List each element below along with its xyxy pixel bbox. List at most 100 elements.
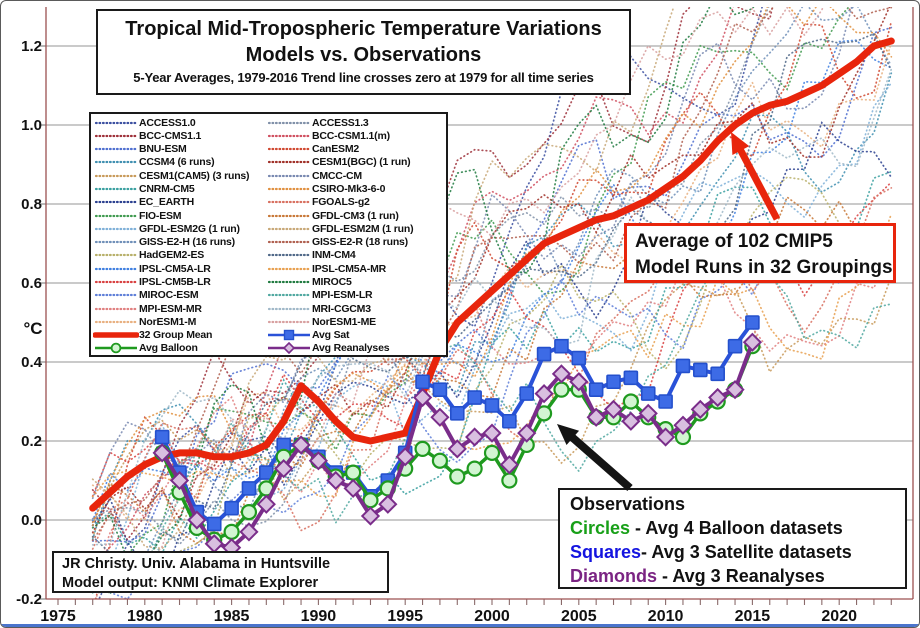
reanalyses-diamond-marker <box>586 407 606 427</box>
credit-line2: Model output: KNMI Climate Explorer <box>62 574 319 591</box>
sat-square-marker <box>449 406 465 421</box>
legend-row: IPSL-CM5B-LR <box>93 275 266 288</box>
legend-dotted-swatch <box>267 294 311 297</box>
y-axis-title: °C <box>23 319 42 338</box>
balloon-circle-marker <box>414 440 431 457</box>
sat-square-marker <box>710 366 725 382</box>
observations-item-balloon: Circles - Avg 4 Balloon datasets <box>570 516 895 540</box>
balloon-circle-marker <box>483 444 501 461</box>
legend-dotted-swatch <box>267 134 311 138</box>
reanalyses-diamond-marker <box>239 522 259 542</box>
legend-row: GISS-E2-H (16 runs) <box>93 236 266 249</box>
model-run-line-NorESM1-M <box>91 42 893 539</box>
legend-dotted-swatch <box>267 161 311 164</box>
chart-title-line1: Tropical Mid-Tropospheric Temperature Va… <box>125 18 602 40</box>
legend-label: NorESM1-M <box>139 315 197 328</box>
sat-square-marker <box>675 358 691 374</box>
legend-dotted-swatch <box>267 280 311 284</box>
sat-square-marker <box>432 382 448 397</box>
legend-label: IPSL-CM5A-MR <box>312 262 387 275</box>
legend-row: 32 Group Mean <box>93 329 266 342</box>
legend-label: ACCESS1.3 <box>312 116 369 129</box>
legend-row: IPSL-CM5A-MR <box>266 262 446 275</box>
legend-label: EC_EARTH <box>139 196 194 209</box>
legend-dotted-swatch <box>267 254 311 257</box>
legend-row: GFDL-ESM2M (1 run) <box>266 222 446 235</box>
legend-row: EC_EARTH <box>93 196 266 209</box>
model-run-line-CNRM-CM5 <box>91 170 893 555</box>
y-tick-label: 0.0 <box>21 512 42 529</box>
reanalyses-diamond-marker <box>534 383 554 404</box>
reanalyses-diamond-marker <box>482 423 502 443</box>
reanalyses-diamond-marker <box>152 443 172 463</box>
legend-balloon-swatch <box>95 343 137 354</box>
model-run-line-MIROC5 <box>91 7 755 565</box>
model-run-line-INM-CM4 <box>91 32 893 567</box>
chart-title-line2: Models vs. Observations <box>245 44 482 66</box>
legend-row: HadGEM2-ES <box>93 249 266 262</box>
legend-row: MPI-ESM-MR <box>93 302 266 315</box>
cmip5-annotation-line2: Model Runs in 32 Groupings <box>635 257 893 278</box>
legend-row: ACCESS1.0 <box>93 116 266 129</box>
sat-square-marker <box>658 394 673 409</box>
legend-row: CNRM-CM5 <box>93 182 266 195</box>
legend-label: BCC-CMS1.1 <box>139 129 202 142</box>
sat-square-marker <box>415 374 430 390</box>
legend-label: MIROC5 <box>312 276 352 289</box>
balloon-circle-marker <box>449 468 466 485</box>
legend-dotted-swatch <box>267 187 311 191</box>
balloon-circle-marker <box>431 452 449 469</box>
legend-dotted-swatch <box>94 307 138 310</box>
cmip5-annotation-line1: Average of 102 CMIP5 <box>635 231 833 252</box>
legend-dotted-swatch <box>94 187 138 191</box>
x-tick-label: 1975 <box>40 608 76 625</box>
legend-dotted-swatch <box>94 294 138 297</box>
observations-box: Observations Circles - Avg 4 Balloon dat… <box>558 488 907 589</box>
x-tick-label: 1995 <box>387 608 423 625</box>
reanalyses-diamond-marker <box>551 364 572 384</box>
legend-dotted-swatch <box>94 280 138 284</box>
legend-label: GFDL-ESM2M (1 run) <box>312 222 414 235</box>
credit-box: JR Christy. Univ. Alabama in Huntsville … <box>52 551 389 593</box>
legend-dotted-swatch <box>94 214 138 217</box>
legend-dotted-swatch <box>94 174 138 177</box>
legend-label: BNU-ESM <box>139 143 187 156</box>
reanalyses-diamond-marker <box>187 510 207 530</box>
legend-row: BCC-CSM1.1(m) <box>266 129 446 142</box>
legend-label: Avg Sat <box>312 329 350 342</box>
legend-mean-swatch <box>93 332 139 338</box>
legend-dotted-swatch <box>267 201 311 204</box>
reanalyses-diamond-marker <box>517 423 537 443</box>
title-box: Tropical Mid-Tropospheric Temperature Va… <box>96 9 631 95</box>
y-tick-label: 1.2 <box>21 38 42 55</box>
x-tick-label: 2020 <box>821 608 857 625</box>
model-run-line-GISS-E2-R (18 runs) <box>91 7 893 542</box>
legend-row: CESM1(BGC) (1 run) <box>266 156 446 169</box>
reanalyses-diamond-marker <box>742 332 763 352</box>
balloon-circle-marker <box>240 504 258 521</box>
cmip5-annotation-box: Average of 102 CMIP5 Model Runs in 32 Gr… <box>624 223 896 283</box>
x-tick-label: 2010 <box>648 608 684 625</box>
y-tick-label: 0.4 <box>21 354 43 371</box>
reanalyses-diamond-marker <box>673 415 693 435</box>
observations-term-diamonds: Diamonds <box>570 566 658 586</box>
reanalyses-diamond-marker <box>465 427 485 447</box>
legend-row: ACCESS1.3 <box>266 116 446 129</box>
reanalyses-diamond-marker <box>274 459 294 479</box>
legend-label: CNRM-CM5 <box>139 183 195 196</box>
legend-label: CSIRO-Mk3-6-0 <box>312 183 386 196</box>
reanalyses-diamond-marker <box>308 451 329 471</box>
reanalyses-diamond-marker <box>430 407 450 427</box>
legend-row: MIROC-ESM <box>93 289 266 302</box>
sat-square-marker <box>536 346 552 362</box>
sat-square-marker <box>745 315 760 330</box>
legend-label: CESM1(CAM5) (3 runs) <box>139 169 250 182</box>
y-tick-label: 1.0 <box>21 117 42 134</box>
y-tick-label: -0.2 <box>16 591 42 608</box>
sat-square-marker <box>623 370 639 386</box>
observations-term-squares: Squares <box>570 542 642 562</box>
legend-rean-swatch <box>268 342 310 355</box>
balloon-circle-marker <box>223 523 240 540</box>
legend-label: GFDL-CM3 (1 run) <box>312 209 399 222</box>
balloon-circle-glyph <box>110 343 122 354</box>
